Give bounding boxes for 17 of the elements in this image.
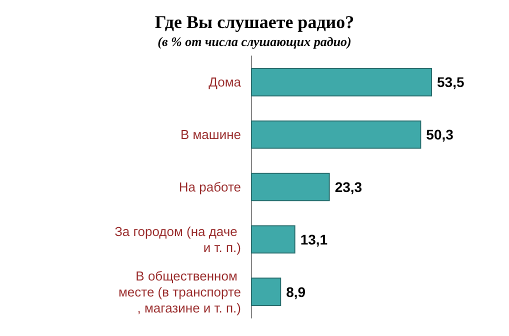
data-label: 13,1	[300, 231, 328, 248]
data-label: 23,3	[334, 179, 362, 195]
data-label: 8,9	[286, 284, 306, 300]
data-label: 50,3	[426, 126, 454, 143]
bar	[251, 225, 296, 254]
chart-title: Где Вы слушаете радио?	[154, 12, 354, 32]
y-tick-label: В машине	[180, 127, 241, 142]
bar	[251, 120, 422, 149]
y-tick-label: За городом (на даче и т. п.)	[114, 224, 241, 255]
chart-subtitle: (в % от числа слушающих радио)	[158, 34, 352, 49]
bar	[251, 278, 282, 306]
y-tick-label: В общественном месте (в транспорте, магазине и т. п.)	[118, 268, 241, 316]
data-label: 53,5	[437, 74, 464, 90]
y-tick-label: Дома	[208, 74, 242, 90]
y-tick-label: На работе	[178, 180, 241, 194]
bar	[251, 68, 432, 96]
bar	[251, 172, 330, 202]
